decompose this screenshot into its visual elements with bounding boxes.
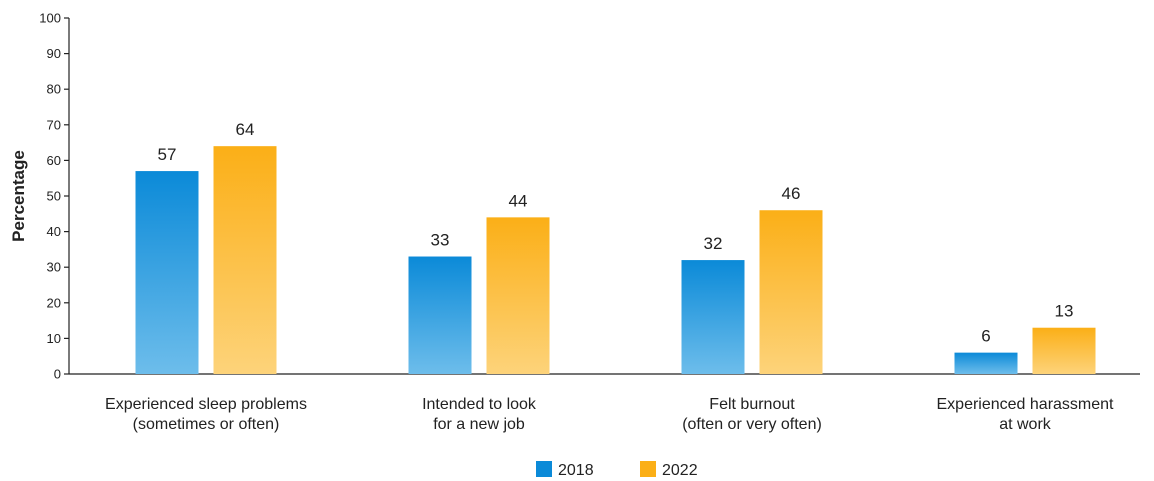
y-axis-title: Percentage [9, 150, 28, 242]
y-tick-label: 0 [54, 367, 61, 382]
y-tick-label: 80 [47, 82, 61, 97]
data-label-2022-0: 64 [236, 120, 255, 139]
data-label-2018-0: 57 [158, 145, 177, 164]
bars: 57 33 32 6 64 44 46 13 [135, 120, 1096, 374]
bar-2018-1 [408, 256, 472, 374]
legend-swatch-2022 [640, 461, 656, 477]
y-ticks: 0 10 20 30 40 50 60 70 80 90 100 [39, 11, 69, 382]
y-tick-label: 50 [47, 189, 61, 204]
category-label-2-line-1: (often or very often) [682, 416, 822, 433]
bar-2022-2 [759, 210, 823, 374]
legend-label-2022: 2022 [662, 462, 698, 479]
category-label-0-line-1: (sometimes or often) [133, 416, 280, 433]
legend-swatch-2018 [536, 461, 552, 477]
y-tick-label: 100 [39, 11, 61, 26]
category-label-3-line-1: at work [999, 416, 1052, 433]
category-label-2-line-0: Felt burnout [709, 396, 795, 413]
y-tick-label: 30 [47, 260, 61, 275]
y-tick-label: 90 [47, 46, 61, 61]
data-label-2018-1: 33 [431, 231, 450, 250]
category-label-0-line-0: Experienced sleep problems [105, 396, 307, 413]
category-label-1-line-1: for a new job [433, 416, 525, 433]
legend-label-2018: 2018 [558, 462, 594, 479]
y-tick-label: 40 [47, 224, 61, 239]
bar-2022-0 [213, 146, 277, 374]
category-label-3-line-0: Experienced harassment [937, 396, 1115, 413]
data-label-2018-3: 6 [981, 327, 990, 346]
bar-2018-0 [135, 171, 199, 374]
legend: 2018 2022 [536, 461, 698, 479]
y-tick-label: 70 [47, 117, 61, 132]
y-tick-label: 10 [47, 331, 61, 346]
data-label-2022-2: 46 [782, 184, 801, 203]
data-label-2022-1: 44 [509, 191, 528, 210]
category-labels: Experienced sleep problems (sometimes or … [105, 396, 1114, 433]
data-label-2018-2: 32 [704, 234, 723, 253]
y-tick-label: 20 [47, 295, 61, 310]
bar-2022-3 [1032, 327, 1096, 374]
bar-2018-3 [954, 352, 1018, 374]
bar-2022-1 [486, 217, 550, 374]
y-tick-label: 60 [47, 153, 61, 168]
bar-2018-2 [681, 260, 745, 374]
category-label-1-line-0: Intended to look [422, 396, 537, 413]
data-label-2022-3: 13 [1055, 302, 1074, 321]
